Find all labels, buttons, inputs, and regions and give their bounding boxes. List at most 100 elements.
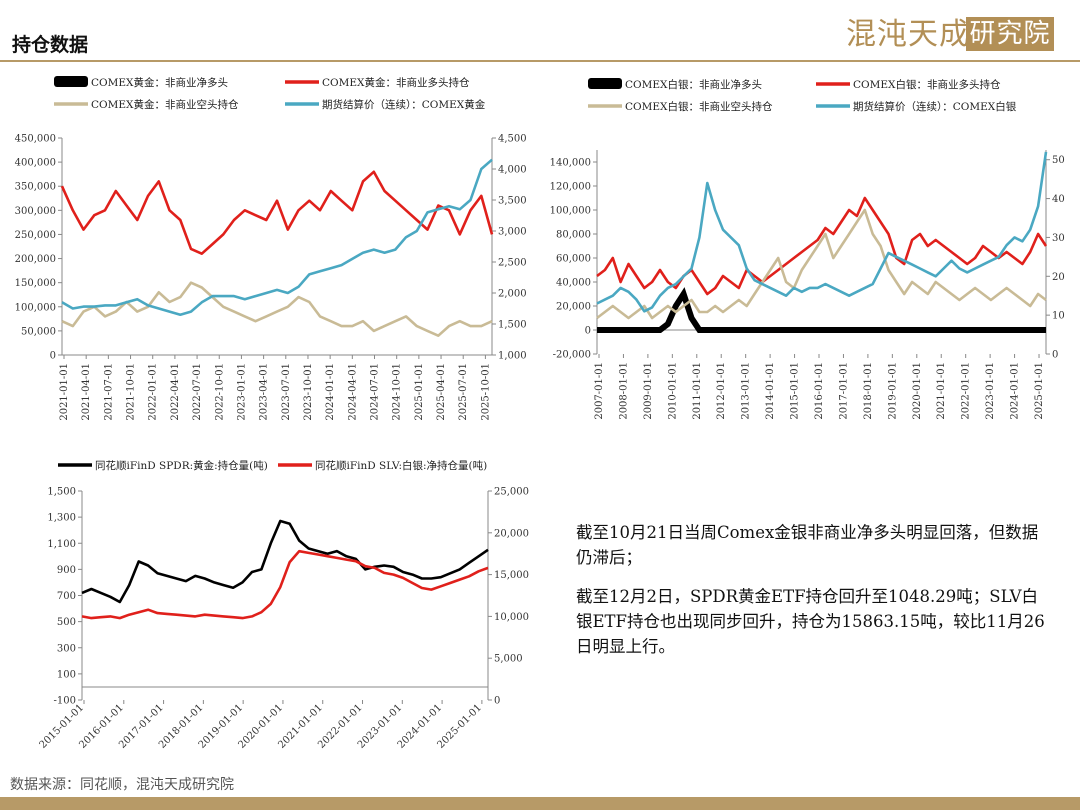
x-tick-label: 2009-01-01 [643, 362, 654, 420]
footer-bar [0, 797, 1080, 810]
y-tick-label-right: 20 [1052, 272, 1065, 283]
series-line-1 [81, 549, 489, 620]
series-line-0 [81, 519, 489, 604]
y-tick-label-left: 140,000 [550, 158, 591, 169]
y-tick-label-left: 300,000 [15, 206, 56, 217]
y-tick-label-right: 5,000 [494, 654, 523, 665]
y-tick-label-left: 0 [50, 351, 56, 362]
y-tick-label-left: 80,000 [556, 230, 591, 241]
y-tick-label-right: 10,000 [494, 612, 529, 623]
legend-label: COMEX黄金：非商业净多头 [91, 76, 228, 89]
y-tick-label-right: 25,000 [494, 487, 529, 498]
x-tick-label: 2024-01-01 [325, 363, 336, 421]
x-tick-label: 2025-01-01 [1034, 362, 1045, 420]
y-tick-label-right: 10 [1052, 311, 1065, 322]
y-tick-label-right: 3,500 [498, 196, 527, 207]
x-tick-label: 2011-01-01 [692, 362, 703, 420]
header-divider [0, 60, 1080, 62]
x-tick-label: 2025-01-01 [414, 363, 425, 421]
y-tick-label-left: -20,000 [553, 350, 591, 361]
x-tick-label: 2021-07-01 [103, 363, 114, 421]
y-tick-label-left: 100,000 [550, 206, 591, 217]
x-tick-label: 2022-01-01 [148, 363, 159, 421]
y-tick-label-right: 4,000 [498, 165, 527, 176]
y-tick-label-left: 120,000 [550, 182, 591, 193]
legend-swatch [588, 78, 622, 89]
y-tick-label-left: 450,000 [15, 134, 56, 145]
y-tick-label-right: 20,000 [494, 528, 529, 539]
y-tick-label-left: 350,000 [15, 182, 56, 193]
series-line-1 [596, 196, 1048, 296]
y-tick-label-right: 40 [1052, 194, 1065, 205]
y-tick-label-left: 200,000 [15, 254, 56, 265]
legend-label: COMEX黄金：非商业空头持仓 [91, 98, 239, 111]
x-tick-label: 2025-07-01 [458, 363, 469, 421]
y-tick-label-right: 4,500 [498, 134, 527, 145]
y-tick-label-left: 300 [57, 643, 76, 654]
x-tick-label: 2023-01-01 [985, 362, 996, 420]
y-tick-label-left: 100 [57, 669, 76, 680]
x-tick-label: 2007-01-01 [594, 362, 605, 420]
y-tick-label-right: 1,000 [498, 351, 527, 362]
y-tick-label-left: 700 [57, 591, 76, 602]
y-tick-label-left: 400,000 [15, 158, 56, 169]
legend-label: COMEX白银：非商业多头持仓 [853, 78, 1001, 91]
x-tick-label: 2018-01-01 [863, 362, 874, 420]
commentary-etf: 截至12月2日，SPDR黄金ETF持仓回升至1048.29吨；SLV白银ETF持… [576, 587, 1045, 656]
y-tick-label-left: 1,100 [47, 539, 76, 550]
x-tick-label: 2010-01-01 [667, 362, 678, 420]
series-line-2 [61, 281, 493, 337]
series-line-2 [596, 208, 1047, 320]
y-tick-label-right: 2,500 [498, 258, 527, 269]
legend-label: COMEX黄金：非商业多头持仓 [322, 76, 470, 89]
x-tick-label: 2017-01-01 [838, 362, 849, 420]
x-tick-label: 2025-10-01 [480, 363, 491, 421]
x-tick-label: 2024-10-01 [392, 363, 403, 421]
y-tick-label-left: 40,000 [556, 278, 591, 289]
x-tick-label: 2024-04-01 [347, 363, 358, 421]
y-tick-label-left: 150,000 [15, 278, 56, 289]
x-tick-label: 2021-01-01 [59, 363, 70, 421]
x-tick-label: 2022-01-01 [961, 362, 972, 420]
x-tick-label: 2014-01-01 [765, 362, 776, 420]
legend-label: 同花顺iFinD SLV:白银:净持仓量(吨) [315, 459, 487, 472]
data-source: 数据来源：同花顺，混沌天成研究院 [10, 777, 234, 793]
y-tick-label-left: 0 [585, 326, 591, 337]
y-tick-label-left: 60,000 [556, 254, 591, 265]
x-tick-label: 2023-07-01 [281, 363, 292, 421]
silver-cftc-chart: -20,000 0 20,000 40,000 60,000 80,000 100,000 1… [548, 62, 1080, 434]
y-tick-label-left: 500 [57, 617, 76, 628]
commentary: 截至10月21日当周Comex金银非商业净多头明显回落，但数据仍滞后； 截至12… [576, 520, 1046, 673]
y-tick-label-right: 0 [1052, 350, 1058, 361]
y-tick-label-right: 2,000 [498, 289, 527, 300]
y-tick-label-left: 1,500 [47, 487, 76, 498]
x-tick-label: 2023-10-01 [303, 363, 314, 421]
x-tick-label: 2021-01-01 [936, 362, 947, 420]
x-tick-label: 2025-04-01 [436, 363, 447, 421]
brand-logo: 混沌天成 研究院 [846, 15, 1058, 55]
y-tick-label-left: -100 [54, 696, 76, 707]
y-tick-label-left: 100,000 [15, 302, 56, 313]
legend-label: COMEX白银：非商业净多头 [625, 78, 762, 91]
x-tick-label: 2023-04-01 [259, 363, 270, 421]
legend-label: 期货结算价（连续）：COMEX黄金 [322, 98, 486, 111]
logo-box: 研究院 [966, 17, 1054, 51]
series-net-long [597, 287, 1046, 333]
legend-label: 同花顺iFinD SPDR:黄金:持仓量(吨) [95, 459, 268, 472]
x-tick-label: 2023-01-01 [236, 363, 247, 421]
legend-label: COMEX白银：非商业空头持仓 [625, 100, 773, 113]
x-tick-label: 2015-01-01 [790, 362, 801, 420]
y-tick-label-right: 3,000 [498, 227, 527, 238]
y-tick-label-right: 15,000 [494, 570, 529, 581]
y-tick-label-right: 50 [1052, 155, 1065, 166]
x-tick-label: 2019-01-01 [887, 362, 898, 420]
y-tick-label-right: 30 [1052, 233, 1065, 244]
y-tick-label-left: 20,000 [556, 302, 591, 313]
page-title: 持仓数据 [12, 34, 89, 56]
logo-text: 混沌天成 [846, 17, 970, 52]
x-tick-label: 2022-10-01 [214, 363, 225, 421]
x-tick-label: 2022-04-01 [170, 363, 181, 421]
x-tick-label: 2013-01-01 [741, 362, 752, 420]
y-tick-label-left: 900 [57, 565, 76, 576]
y-tick-label-left: 50,000 [21, 326, 56, 337]
